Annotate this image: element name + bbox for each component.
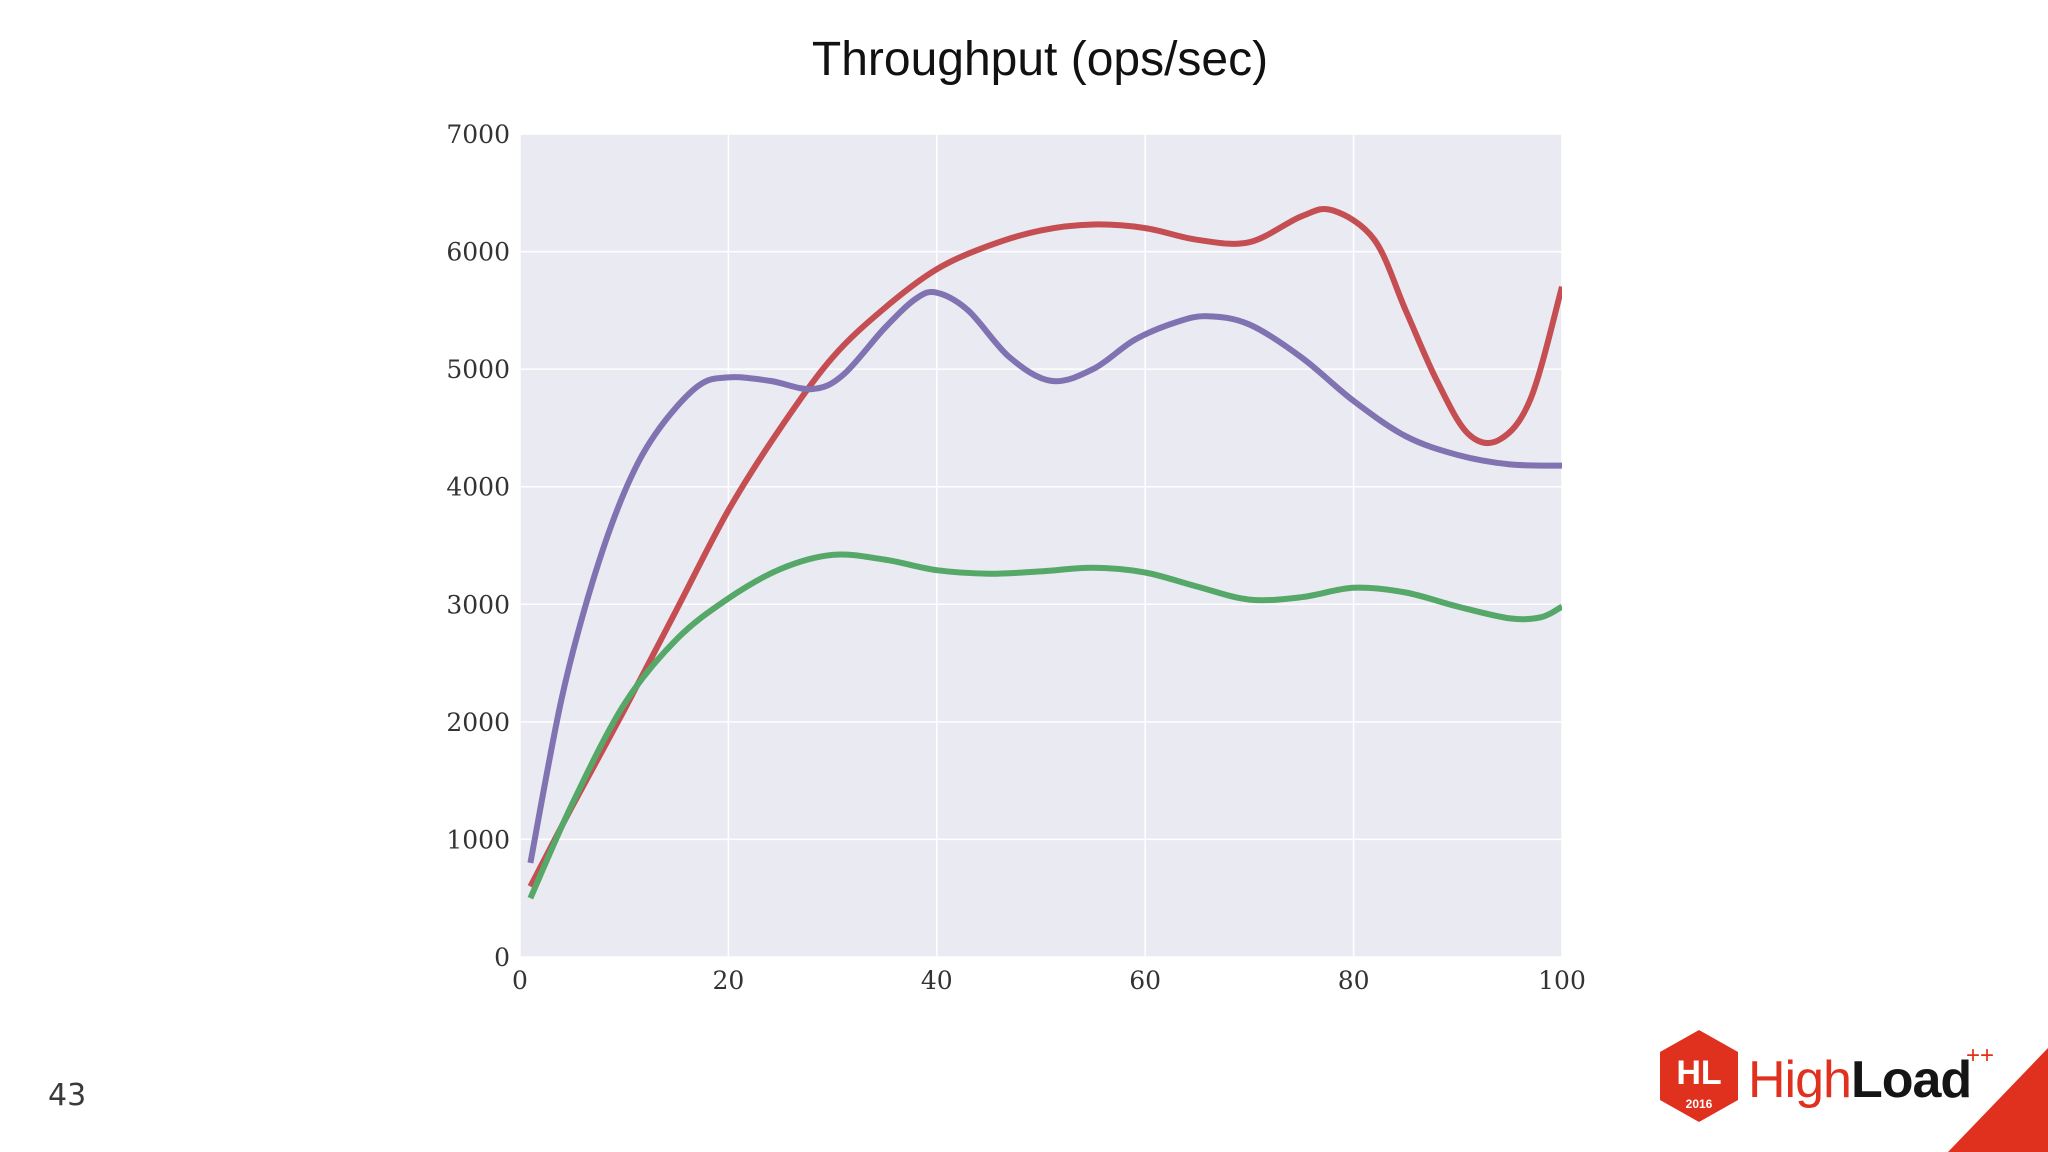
logo-word-high: High (1748, 1051, 1852, 1109)
y-tick-label: 4000 (446, 473, 510, 502)
x-tick-label: 40 (921, 966, 953, 995)
series-line-3 (527, 551, 1562, 900)
y-tick-label: 1000 (446, 825, 510, 854)
x-tick-label: 0 (512, 966, 528, 995)
y-tick-label: 2000 (446, 708, 510, 737)
logo-mark-year: 2016 (1686, 1097, 1713, 1111)
logo-word-load: Load (1850, 1051, 1972, 1109)
highload-hex-icon: HL 2016 (1660, 1030, 1738, 1122)
chart-title: Throughput (ops/sec) (811, 33, 1269, 86)
x-tick-label: 20 (712, 966, 744, 995)
y-tick-label: 6000 (446, 238, 510, 267)
logo-mark-text: HL (1676, 1054, 1721, 1092)
highload-logo: HL 2016 HighLoad ++ (1656, 1028, 2048, 1152)
logo-wordmark: HighLoad (1748, 1050, 1972, 1110)
y-tick-label: 0 (494, 943, 510, 972)
x-tick-label: 80 (1338, 966, 1370, 995)
series-line-1 (527, 205, 1562, 888)
x-tick-label: 60 (1129, 966, 1161, 995)
corner-triangle-decoration (1948, 1048, 2048, 1152)
slide-number: 43 (48, 1078, 87, 1113)
x-tick-label: 100 (1538, 966, 1586, 995)
y-tick-label: 3000 (446, 590, 510, 619)
y-tick-label: 7000 (446, 120, 510, 149)
logo-superscript: ++ (1966, 1042, 1995, 1069)
plot-area (520, 134, 1562, 957)
y-tick-label: 5000 (446, 355, 510, 384)
series-line-2 (527, 288, 1562, 864)
